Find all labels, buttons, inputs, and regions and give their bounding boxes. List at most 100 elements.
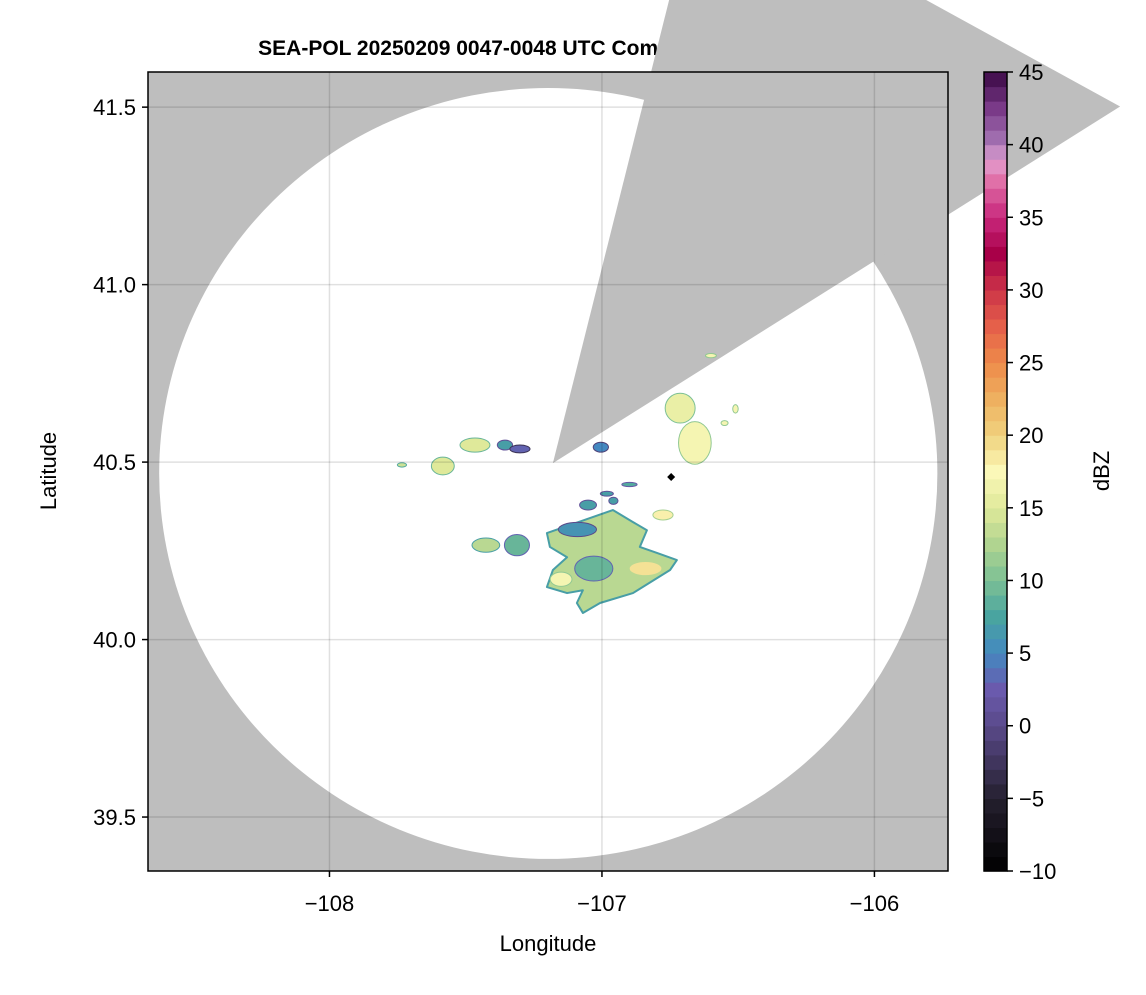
y-tick-label: 39.5: [93, 805, 136, 830]
colorbar-band: [984, 435, 1007, 451]
y-axis-label: Latitude: [36, 432, 61, 510]
colorbar-band: [984, 304, 1007, 320]
x-tick-label: −107: [577, 891, 627, 916]
colorbar-band: [984, 696, 1007, 712]
colorbar-band: [984, 536, 1007, 552]
x-tick-label: −106: [850, 891, 900, 916]
colorbar-band: [984, 740, 1007, 756]
colorbar-label: dBZ: [1089, 451, 1114, 491]
colorbar-band: [984, 812, 1007, 829]
colorbar-band: [984, 246, 1007, 262]
colorbar-band: [984, 624, 1007, 640]
colorbar-tick-label: −5: [1019, 786, 1044, 811]
colorbar-band: [984, 202, 1007, 218]
colorbar-frame: [983, 71, 1008, 872]
colorbar-band: [984, 783, 1007, 799]
blocked-sector: [552, 0, 1121, 464]
colorbar-band: [984, 769, 1007, 785]
echo-region: [557, 521, 598, 538]
colorbar-band: [984, 594, 1007, 611]
echo-region: [509, 444, 531, 454]
colorbar-band: [984, 464, 1007, 480]
colorbar-tick-label: 10: [1019, 568, 1043, 593]
echo-region: [678, 421, 712, 465]
echo-region: [608, 496, 619, 505]
colorbar-tick-label: 25: [1019, 351, 1043, 376]
colorbar-band: [984, 173, 1007, 189]
echo-region: [503, 534, 530, 557]
y-tick-label: 41.0: [93, 273, 136, 298]
colorbar-tick-label: 20: [1019, 423, 1043, 448]
colorbar-band: [984, 362, 1007, 378]
colorbar-band: [984, 841, 1007, 858]
echo-region: [621, 481, 638, 488]
colorbar-tick-label: 15: [1019, 496, 1043, 521]
echo-region: [732, 404, 739, 414]
colorbar-band: [984, 260, 1007, 276]
colorbar-band: [984, 522, 1007, 538]
x-axis-label: Longitude: [500, 931, 597, 956]
colorbar-band: [984, 377, 1007, 393]
echo-region: [430, 456, 455, 476]
colorbar-band: [984, 231, 1007, 247]
colorbar-band: [984, 798, 1007, 814]
colorbar-tick-label: 45: [1019, 60, 1043, 85]
echo-region: [664, 392, 696, 424]
echo-region: [652, 509, 674, 521]
y-tick-label: 41.5: [93, 95, 136, 120]
colorbar-band: [984, 682, 1007, 698]
colorbar-band: [984, 333, 1007, 349]
echo-region: [496, 439, 514, 451]
axes: −108 −107 −106 39.5 40.0 40.5 41.0 41.5: [93, 71, 949, 916]
colorbar-band: [984, 391, 1007, 407]
colorbar-band: [984, 725, 1007, 741]
colorbar-band: [984, 318, 1007, 335]
colorbar-tick-label: 30: [1019, 278, 1043, 303]
colorbar-tick-label: −10: [1019, 859, 1056, 884]
colorbar-band: [984, 827, 1007, 843]
colorbar-band: [984, 217, 1007, 233]
colorbar-band: [984, 653, 1007, 669]
colorbar-band: [984, 667, 1007, 683]
colorbar-band: [984, 72, 1007, 88]
x-tick-label: −108: [305, 891, 355, 916]
colorbar-band: [984, 580, 1007, 596]
colorbar-band: [984, 115, 1007, 131]
colorbar-band: [984, 406, 1007, 422]
colorbar-band: [984, 638, 1007, 654]
colorbar-band: [984, 130, 1007, 146]
plot-area: [148, 0, 1121, 871]
colorbar-band: [984, 478, 1007, 494]
echo-region: [471, 537, 501, 553]
echo-region: [704, 352, 717, 359]
diamond-marker: [667, 473, 676, 482]
colorbar-tick-label: 40: [1019, 133, 1043, 158]
echo-region: [579, 499, 598, 511]
colorbar-band: [984, 159, 1007, 175]
colorbar-band: [984, 275, 1007, 291]
echo-region: [592, 441, 609, 453]
colorbar: −10 −5 0 5 10 15 20 25 30 35 40 45: [983, 60, 1056, 884]
plot-frame: [147, 71, 949, 872]
echo-region: [628, 560, 663, 577]
colorbar-band: [984, 856, 1007, 872]
colorbar-band: [984, 420, 1007, 436]
y-tick-label: 40.5: [93, 450, 136, 475]
echo-region: [720, 420, 729, 427]
colorbar-band: [984, 101, 1007, 117]
echo-region: [396, 462, 408, 468]
colorbar-band: [984, 188, 1007, 204]
echo-region: [599, 490, 614, 497]
colorbar-band: [984, 86, 1007, 102]
echo-region: [459, 437, 491, 453]
colorbar-band: [984, 449, 1007, 465]
colorbar-band: [984, 551, 1007, 567]
colorbar-band: [984, 609, 1007, 625]
y-tick-label: 40.0: [93, 628, 136, 653]
colorbar-band: [984, 144, 1007, 160]
colorbar-band: [984, 754, 1007, 770]
echo-region: [549, 571, 573, 587]
colorbar-band: [984, 348, 1007, 364]
colorbar-band: [984, 711, 1007, 727]
